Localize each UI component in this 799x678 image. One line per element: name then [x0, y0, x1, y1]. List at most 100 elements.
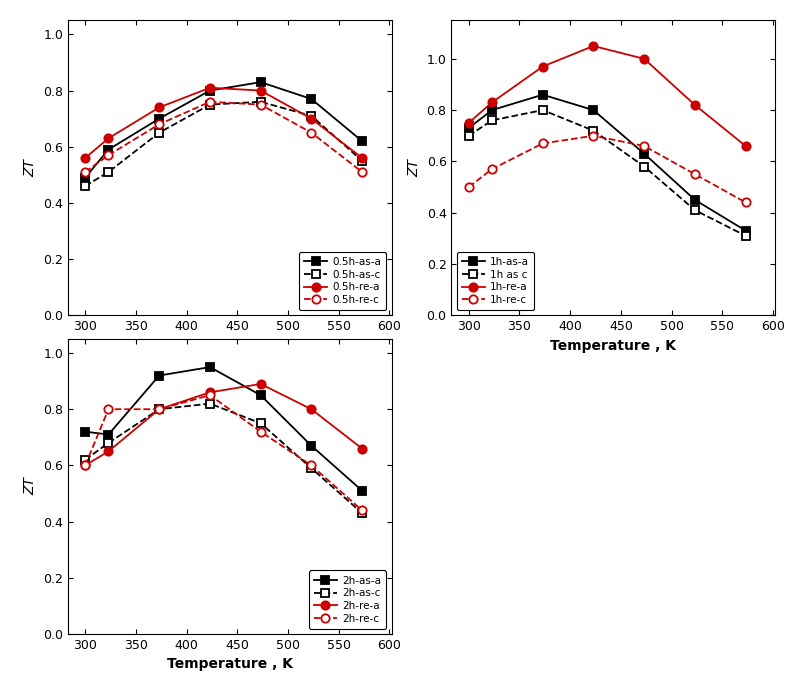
2h-re-c	[104, 405, 113, 414]
1h-re-a	[589, 42, 598, 50]
X-axis label: Temperature , K: Temperature , K	[167, 658, 292, 671]
1h as c	[690, 206, 700, 214]
0.5h-as-a	[357, 137, 367, 145]
1h-re-a	[538, 62, 547, 71]
2h-re-a	[256, 380, 265, 388]
2h-as-c	[256, 419, 265, 427]
2h-as-c	[357, 509, 367, 517]
1h as c	[589, 127, 598, 135]
2h-re-c	[256, 428, 265, 436]
Y-axis label: ZT: ZT	[23, 477, 38, 496]
2h-re-c	[154, 405, 164, 414]
0.5h-as-a	[104, 146, 113, 154]
2h-re-c	[205, 391, 215, 399]
2h-as-a	[357, 487, 367, 495]
2h-re-a	[104, 447, 113, 456]
Line: 1h-re-c: 1h-re-c	[464, 132, 749, 207]
1h-re-a	[639, 55, 649, 63]
0.5h-re-a	[357, 154, 367, 162]
0.5h-as-c	[154, 129, 164, 137]
0.5h-re-c	[104, 151, 113, 159]
0.5h-re-c	[357, 168, 367, 176]
0.5h-as-c	[307, 112, 316, 120]
Line: 1h-re-a: 1h-re-a	[464, 42, 749, 150]
1h-as-a	[690, 196, 700, 204]
1h as c	[741, 232, 750, 240]
0.5h-re-c	[256, 100, 265, 108]
1h as c	[487, 117, 497, 125]
1h-re-c	[589, 132, 598, 140]
2h-as-a	[307, 441, 316, 450]
1h-re-a	[741, 142, 750, 150]
0.5h-as-a	[154, 115, 164, 123]
0.5h-re-a	[81, 154, 90, 162]
0.5h-re-a	[205, 83, 215, 92]
1h as c	[538, 106, 547, 114]
0.5h-as-c	[205, 100, 215, 108]
X-axis label: Temperature , K: Temperature , K	[167, 339, 292, 353]
2h-as-a	[104, 431, 113, 439]
0.5h-re-a	[256, 87, 265, 95]
Line: 2h-as-c: 2h-as-c	[81, 399, 366, 517]
X-axis label: Temperature , K: Temperature , K	[551, 339, 676, 353]
1h-as-a	[741, 226, 750, 235]
1h-re-c	[538, 140, 547, 148]
1h-re-c	[690, 170, 700, 178]
Line: 0.5h-re-c: 0.5h-re-c	[81, 98, 366, 176]
2h-as-c	[154, 405, 164, 414]
2h-re-a	[205, 388, 215, 397]
Line: 0.5h-re-a: 0.5h-re-a	[81, 83, 366, 162]
1h-re-c	[464, 183, 474, 191]
0.5h-as-c	[81, 182, 90, 190]
2h-as-c	[104, 439, 113, 447]
2h-re-a	[307, 405, 316, 414]
1h-re-a	[690, 101, 700, 109]
Line: 0.5h-as-a: 0.5h-as-a	[81, 78, 366, 182]
2h-as-c	[81, 456, 90, 464]
0.5h-as-a	[307, 95, 316, 103]
1h-re-a	[464, 119, 474, 127]
2h-re-c	[307, 461, 316, 469]
2h-as-c	[307, 464, 316, 473]
2h-as-c	[205, 399, 215, 407]
0.5h-as-c	[256, 98, 265, 106]
0.5h-re-c	[205, 98, 215, 106]
2h-re-a	[357, 445, 367, 453]
Line: 2h-re-a: 2h-re-a	[81, 380, 366, 470]
2h-re-a	[81, 461, 90, 469]
Y-axis label: ZT: ZT	[407, 159, 421, 177]
0.5h-re-c	[307, 129, 316, 137]
0.5h-as-c	[357, 157, 367, 165]
2h-as-a	[256, 391, 265, 399]
0.5h-as-a	[205, 87, 215, 95]
Line: 1h as c: 1h as c	[464, 106, 749, 240]
0.5h-as-a	[81, 174, 90, 182]
0.5h-re-a	[104, 134, 113, 142]
Line: 2h-re-c: 2h-re-c	[81, 391, 366, 515]
0.5h-re-a	[307, 115, 316, 123]
Legend: 1h-as-a, 1h as c, 1h-re-a, 1h-re-c: 1h-as-a, 1h as c, 1h-re-a, 1h-re-c	[457, 252, 535, 310]
2h-as-a	[81, 428, 90, 436]
2h-as-a	[205, 363, 215, 371]
0.5h-re-a	[154, 103, 164, 111]
Legend: 2h-as-a, 2h-as-c, 2h-re-a, 2h-re-c: 2h-as-a, 2h-as-c, 2h-re-a, 2h-re-c	[308, 570, 386, 629]
0.5h-re-c	[81, 168, 90, 176]
Legend: 0.5h-as-a, 0.5h-as-c, 0.5h-re-a, 0.5h-re-c: 0.5h-as-a, 0.5h-as-c, 0.5h-re-a, 0.5h-re…	[299, 252, 386, 310]
2h-re-a	[154, 405, 164, 414]
1h-as-a	[487, 106, 497, 114]
0.5h-as-c	[104, 168, 113, 176]
1h-re-c	[741, 199, 750, 207]
Line: 1h-as-a: 1h-as-a	[464, 91, 749, 235]
2h-as-a	[154, 372, 164, 380]
1h-as-a	[639, 150, 649, 158]
2h-re-c	[357, 506, 367, 515]
Y-axis label: ZT: ZT	[23, 159, 38, 177]
1h as c	[639, 163, 649, 171]
1h-re-a	[487, 98, 497, 106]
1h as c	[464, 132, 474, 140]
Line: 2h-as-a: 2h-as-a	[81, 363, 366, 495]
1h-as-a	[589, 106, 598, 114]
0.5h-as-a	[256, 78, 265, 86]
0.5h-re-c	[154, 120, 164, 128]
1h-re-c	[639, 142, 649, 150]
